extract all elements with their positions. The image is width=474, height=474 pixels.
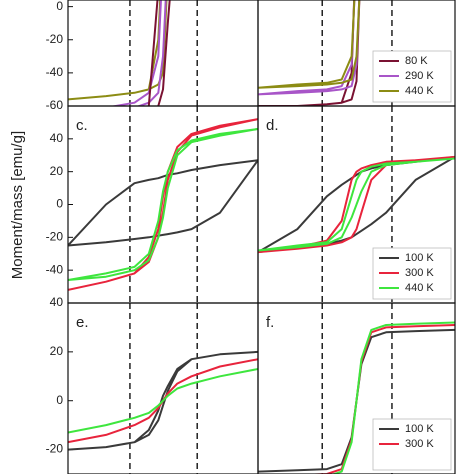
legend-label: 80 K (405, 55, 428, 67)
y-tick-label: 40 (50, 295, 64, 309)
legend-label: 440 K (405, 85, 434, 97)
curve (258, 0, 361, 96)
y-tick-label: -20 (46, 230, 64, 244)
y-tick-label: -60 (46, 98, 64, 112)
y-tick-label: 20 (50, 164, 64, 178)
y-tick-label: 0 (56, 0, 63, 13)
curve (258, 155, 455, 254)
curve (258, 328, 455, 473)
panel-frame (257, 302, 456, 474)
y-tick-label: 40 (50, 131, 64, 145)
curve (68, 350, 258, 451)
y-tick-label: 0 (56, 393, 63, 407)
legend-label: 440 K (405, 282, 434, 294)
curve (258, 155, 455, 254)
curve (68, 159, 258, 247)
legend-label: 300 K (405, 267, 434, 279)
y-tick-label: -40 (46, 65, 64, 79)
curve (258, 0, 361, 106)
panel-frame (67, 105, 259, 304)
curve (68, 118, 258, 291)
panel-label: e. (76, 314, 89, 331)
y-tick-label: 20 (50, 344, 64, 358)
panel-label: f. (266, 314, 274, 331)
curve (146, 0, 171, 106)
curve (68, 358, 258, 444)
y-tick-label: 0 (56, 197, 63, 211)
y-tick-label: -20 (46, 32, 64, 46)
panel-label: d. (266, 117, 279, 134)
curve (109, 0, 167, 106)
curve (258, 157, 455, 252)
curve (68, 368, 258, 434)
legend-label: 100 K (405, 423, 434, 435)
curve (68, 128, 258, 281)
legend-label: 100 K (405, 252, 434, 264)
curve (331, 321, 455, 474)
y-tick-label: -40 (46, 262, 64, 276)
y-axis-label: Moment/mass [emu/g] (9, 131, 26, 279)
curve (258, 0, 361, 89)
y-tick-label: -20 (46, 442, 64, 456)
panel-label: c. (76, 117, 88, 134)
legend-label: 290 K (405, 70, 434, 82)
legend-label: 300 K (405, 438, 434, 450)
